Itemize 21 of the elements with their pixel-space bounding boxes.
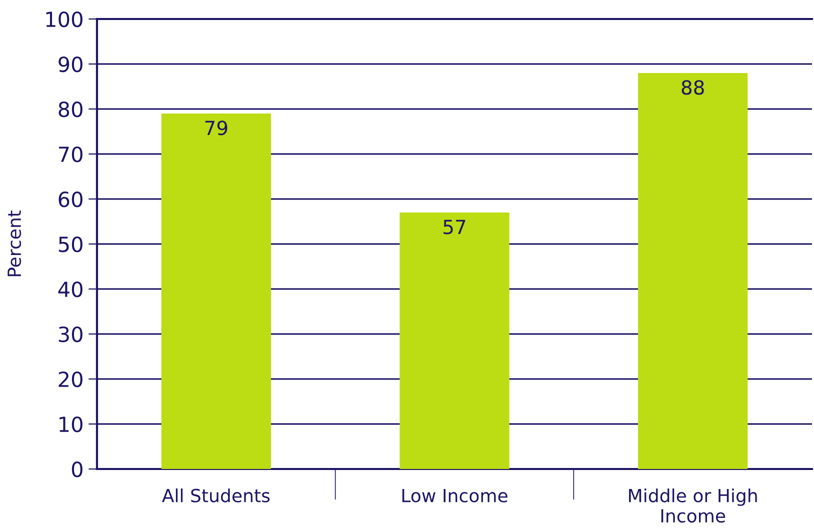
bar	[161, 114, 271, 469]
x-tick-label: Middle or High Income	[629, 488, 757, 523]
data-label: 79	[205, 120, 228, 136]
y-tick-label: 40	[58, 281, 82, 298]
y-tick-label: 70	[59, 146, 82, 162]
y-tick-label: 10	[60, 416, 82, 432]
bar	[400, 212, 510, 469]
y-tick-label: 0	[72, 461, 82, 478]
data-label: 88	[682, 80, 704, 95]
y-axis-title: Percent	[8, 210, 22, 276]
y-tick-label: 50	[58, 236, 82, 252]
y-tick-label: 20	[58, 371, 82, 388]
y-tick-label: 80	[58, 101, 82, 118]
y-tick-label: 30	[58, 326, 82, 342]
x-tick-label: Low Income	[402, 489, 508, 502]
x-tick-label: All Students	[162, 488, 270, 502]
data-label: 57	[444, 220, 466, 234]
y-tick-label: 60	[58, 191, 82, 208]
bar	[638, 73, 748, 469]
y-tick-label: 100	[46, 11, 82, 28]
y-tick-label: 90	[58, 56, 82, 72]
